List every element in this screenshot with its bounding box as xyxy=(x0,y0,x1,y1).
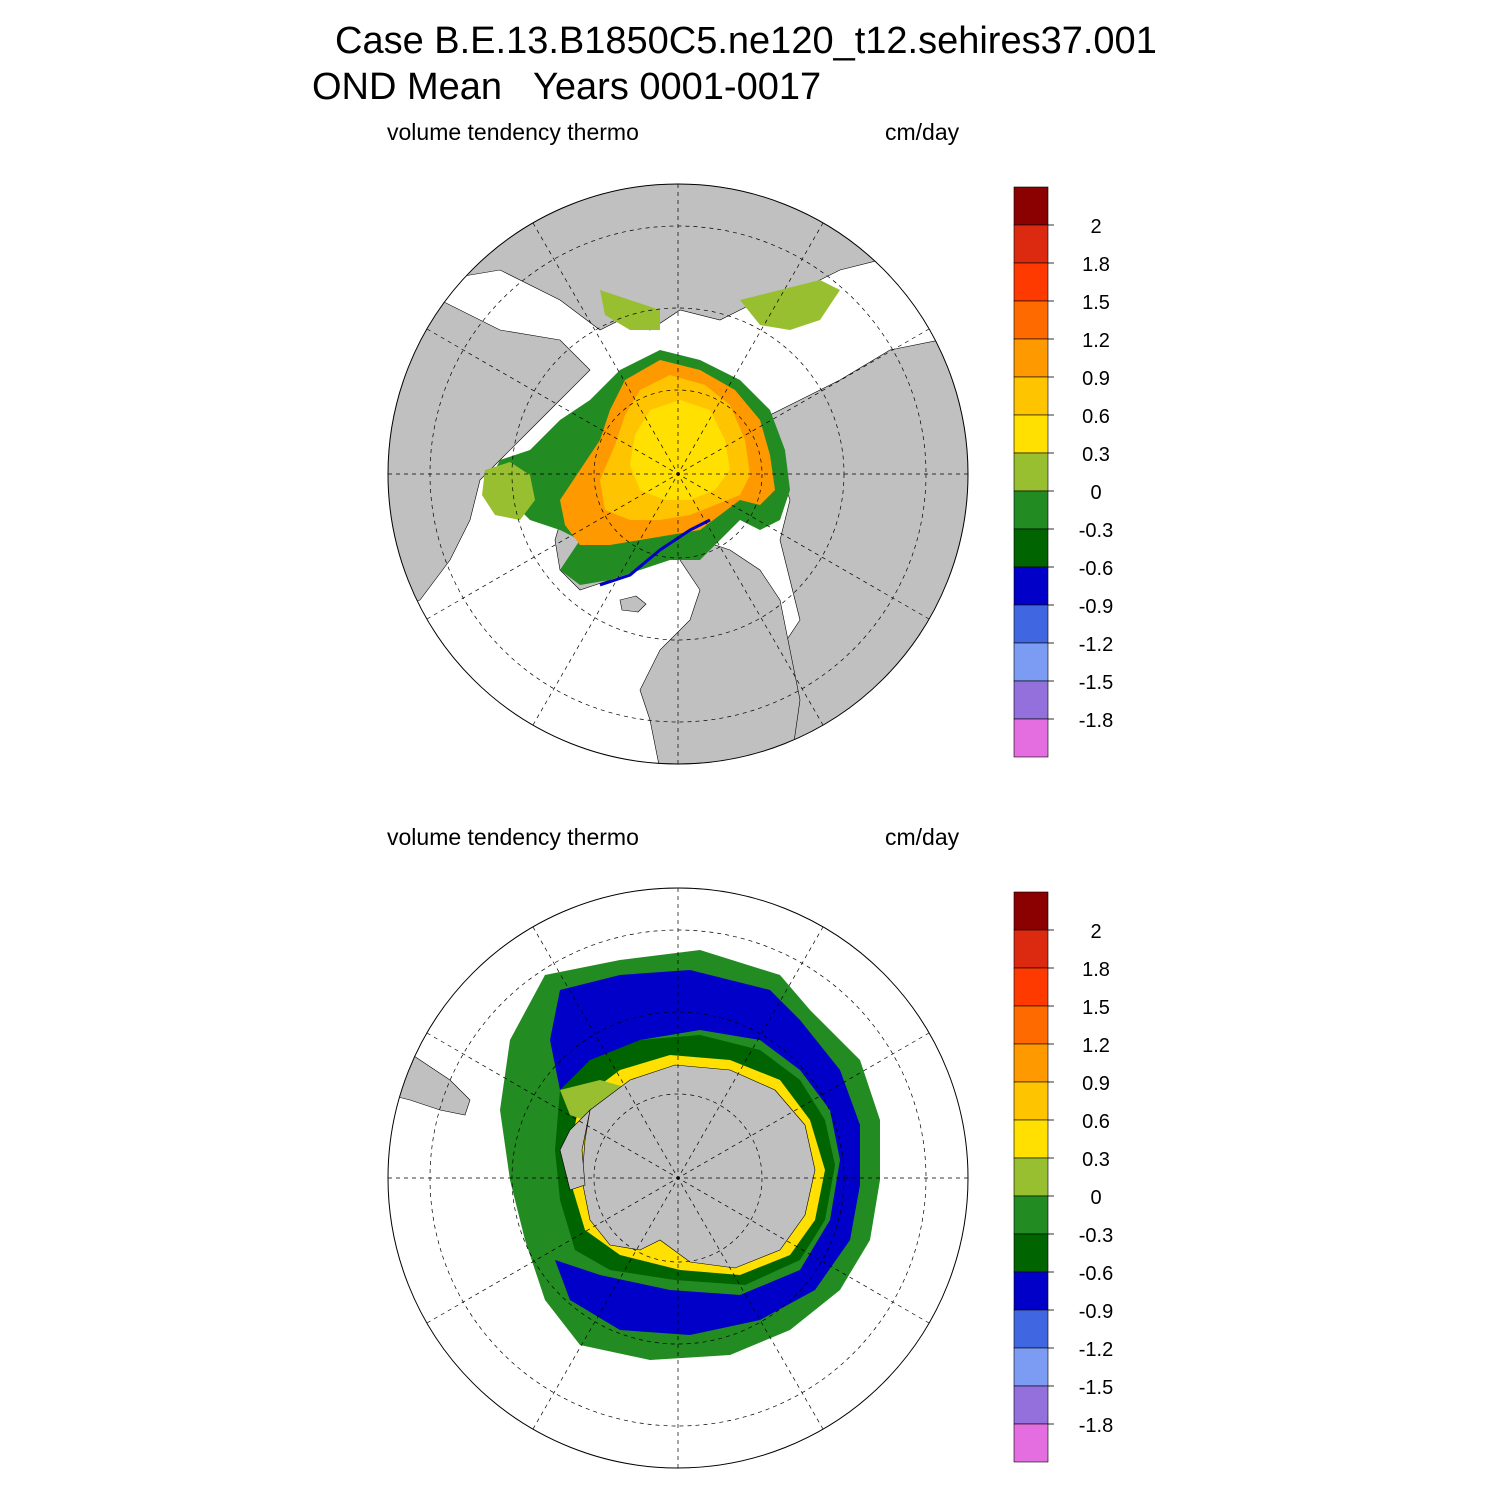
north-colorbar-label: -0.9 xyxy=(1079,596,1113,618)
south-colorbar-label: -0.9 xyxy=(1079,1301,1113,1323)
south-colorbar-box xyxy=(1013,1005,1049,1045)
south-land-peninsula xyxy=(559,1109,591,1191)
north-colorbar-label: 0.9 xyxy=(1082,368,1110,390)
south-colorbar-box xyxy=(1013,1385,1049,1425)
north-colorbar-label: 1.2 xyxy=(1082,330,1110,352)
north-land-iceland xyxy=(619,595,647,613)
north-colorbar-box xyxy=(1013,642,1049,682)
south-colorbar-label: -1.8 xyxy=(1079,1415,1113,1437)
north-field-yellow xyxy=(630,400,730,500)
figure-title-line1: Case B.E.13.B1850C5.ne120_t12.sehires37.… xyxy=(335,20,1157,62)
north-colorbar-label: -1.2 xyxy=(1079,634,1113,656)
north-colorbar-label: 0.6 xyxy=(1082,406,1110,428)
north-polar-map xyxy=(387,183,969,765)
south-colorbar-box xyxy=(1013,1119,1049,1159)
south-colorbar-box xyxy=(1013,1195,1049,1235)
north-colorbar-box xyxy=(1013,604,1049,644)
north-colorbar-box xyxy=(1013,414,1049,454)
south-colorbar-box xyxy=(1013,1423,1049,1463)
south-colorbar: 2 1.8 1.5 1.2 0.9 0.6 0.3 0 -0.3 -0.6 -0.9 -1.2 -1.5… xyxy=(1013,891,1113,1463)
south-colorbar-label: 0.3 xyxy=(1082,1149,1110,1171)
north-field-olive-lab xyxy=(482,462,535,520)
south-field-blue-ring xyxy=(550,970,860,1335)
north-colorbar-label: 0 xyxy=(1090,482,1101,504)
south-colorbar-box xyxy=(1013,1043,1049,1083)
south-colorbar-box xyxy=(1013,1309,1049,1349)
north-land-europe xyxy=(639,539,801,764)
north-units-label: cm/day xyxy=(885,119,960,145)
north-colorbar: 2 1.8 1.5 1.2 0.9 0.6 0.3 0 -0.3 -0.6 -0.9 -1.2 -1.5… xyxy=(1013,186,1113,758)
north-colorbar-box xyxy=(1013,338,1049,378)
south-units-label: cm/day xyxy=(885,824,960,850)
figure-title-line2: OND Mean Years 0001-0017 xyxy=(312,66,822,108)
south-colorbar-label: 1.2 xyxy=(1082,1035,1110,1057)
south-colorbar-box xyxy=(1013,1271,1049,1311)
north-colorbar-box xyxy=(1013,566,1049,606)
north-colorbar-box xyxy=(1013,528,1049,568)
south-colorbar-box xyxy=(1013,1347,1049,1387)
south-colorbar-box xyxy=(1013,1081,1049,1121)
north-variable-label: volume tendency thermo xyxy=(387,119,639,145)
north-colorbar-label: 1.8 xyxy=(1082,254,1110,276)
north-colorbar-box xyxy=(1013,186,1049,226)
south-colorbar-label: -0.3 xyxy=(1079,1225,1113,1247)
north-colorbar-box xyxy=(1013,490,1049,530)
south-colorbar-label: 1.5 xyxy=(1082,997,1110,1019)
south-colorbar-box xyxy=(1013,967,1049,1007)
south-colorbar-label: 2 xyxy=(1090,921,1101,943)
south-colorbar-label: 1.8 xyxy=(1082,959,1110,981)
north-colorbar-box xyxy=(1013,262,1049,302)
north-colorbar-box xyxy=(1013,224,1049,264)
south-colorbar-box xyxy=(1013,1157,1049,1197)
south-polar-map xyxy=(387,887,969,1469)
south-colorbar-label: 0 xyxy=(1090,1187,1101,1209)
north-colorbar-label: 1.5 xyxy=(1082,292,1110,314)
south-colorbar-box xyxy=(1013,929,1049,969)
south-colorbar-label: 0.6 xyxy=(1082,1111,1110,1133)
north-colorbar-label: -1.5 xyxy=(1079,672,1113,694)
north-colorbar-box xyxy=(1013,718,1049,758)
north-colorbar-label: 0.3 xyxy=(1082,444,1110,466)
north-colorbar-label: -0.3 xyxy=(1079,520,1113,542)
south-colorbar-box xyxy=(1013,1233,1049,1273)
south-colorbar-label: -0.6 xyxy=(1079,1263,1113,1285)
north-colorbar-box xyxy=(1013,300,1049,340)
south-variable-label: volume tendency thermo xyxy=(387,824,639,850)
north-colorbar-label: -0.6 xyxy=(1079,558,1113,580)
south-graticule xyxy=(388,888,968,1468)
south-colorbar-label: -1.2 xyxy=(1079,1339,1113,1361)
north-colorbar-box xyxy=(1013,452,1049,492)
north-colorbar-label: -1.8 xyxy=(1079,710,1113,732)
north-colorbar-box xyxy=(1013,376,1049,416)
north-colorbar-box xyxy=(1013,680,1049,720)
north-colorbar-label: 2 xyxy=(1090,216,1101,238)
north-field-olive-bering xyxy=(740,280,840,330)
north-field-olive-okhotsk xyxy=(600,290,660,330)
south-colorbar-label: 0.9 xyxy=(1082,1073,1110,1095)
north-field-blue-edge xyxy=(599,518,711,587)
north-land-asia-west xyxy=(388,299,591,611)
south-colorbar-label: -1.5 xyxy=(1079,1377,1113,1399)
south-colorbar-box xyxy=(1013,891,1049,931)
north-graticule xyxy=(388,184,968,764)
